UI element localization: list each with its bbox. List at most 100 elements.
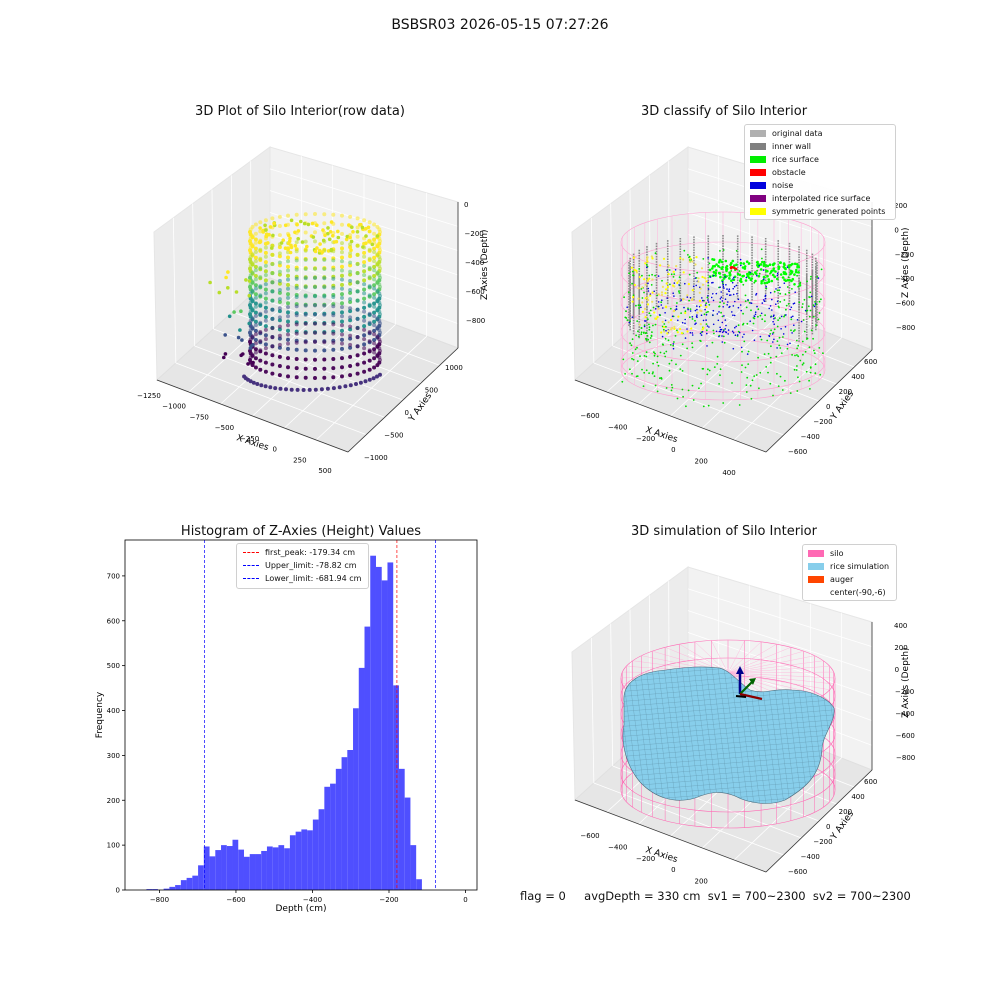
- data-point: [263, 291, 268, 296]
- data-point: [348, 269, 353, 274]
- noise-point: [785, 314, 787, 316]
- noise-point: [732, 293, 735, 296]
- rice-surface-point: [651, 331, 653, 333]
- histogram-bar: [163, 888, 170, 890]
- noise-point: [691, 332, 694, 334]
- histogram-bar: [198, 865, 204, 890]
- noise-point: [775, 288, 777, 290]
- rice-surface-point: [645, 351, 648, 353]
- rice-surface-point: [772, 263, 775, 267]
- legend-label: interpolated rice surface: [772, 194, 871, 203]
- data-point: [286, 286, 290, 291]
- data-point: [331, 212, 336, 217]
- rice-surface-point: [680, 312, 682, 314]
- rice-surface-point: [708, 268, 712, 272]
- rice-surface-point: [770, 279, 774, 283]
- data-point: [348, 327, 353, 332]
- data-point: [362, 218, 367, 223]
- tick-label: −400: [895, 710, 914, 718]
- symmetric-point: [667, 273, 670, 276]
- data-point: [303, 239, 308, 244]
- symmetric-point: [672, 310, 675, 313]
- mesh-line: [716, 666, 738, 804]
- data-point: [286, 332, 290, 337]
- noise-point: [728, 288, 731, 290]
- data-point: [253, 314, 258, 318]
- histogram-bar: [284, 848, 290, 890]
- data-point: [277, 233, 282, 238]
- tick-label: −800: [896, 324, 915, 332]
- symmetric-point: [689, 257, 692, 260]
- raw-z-tick-labels: 0−200−400−600−800: [464, 201, 485, 325]
- noise-point: [672, 347, 675, 350]
- rice-surface-point: [686, 347, 688, 350]
- data-point: [299, 219, 303, 224]
- rice-surface-point: [745, 391, 748, 393]
- rice-surface-point: [783, 299, 786, 301]
- rice-surface-point: [741, 350, 743, 353]
- noise-point: [734, 334, 737, 336]
- tick-label: 0: [671, 446, 675, 454]
- data-point: [266, 241, 270, 245]
- data-point: [294, 357, 299, 361]
- data-point: [362, 305, 367, 310]
- rice-surface-point: [796, 390, 799, 392]
- data-point: [355, 298, 360, 303]
- tick-label: −1250: [137, 392, 161, 400]
- symmetric-point: [682, 258, 685, 261]
- data-point: [348, 297, 353, 302]
- data-point: [303, 357, 308, 362]
- rice-surface-point: [795, 263, 799, 266]
- histogram-bar: [358, 667, 365, 890]
- rice-surface-point: [786, 278, 790, 282]
- data-point: [258, 266, 263, 270]
- rice-surface-point: [810, 275, 812, 278]
- symmetric-point: [644, 283, 647, 286]
- data-point: [258, 311, 263, 316]
- rice-surface-point: [776, 372, 778, 375]
- data-point: [253, 286, 258, 291]
- symmetric-point: [660, 291, 664, 294]
- data-point: [313, 230, 317, 235]
- histogram-bar: [398, 768, 405, 890]
- tick-label: 0: [272, 446, 276, 454]
- data-point: [303, 375, 308, 380]
- noise-point: [712, 314, 714, 316]
- data-point: [378, 372, 382, 377]
- data-point: [367, 284, 372, 289]
- rice-surface-point: [775, 355, 778, 358]
- data-point: [270, 280, 275, 285]
- rice-surface-point: [718, 383, 720, 385]
- data-point: [250, 316, 255, 321]
- data-point: [250, 288, 255, 293]
- rice-surface-point: [766, 274, 769, 278]
- symmetric-point: [641, 286, 644, 289]
- rice-surface-point: [742, 322, 745, 325]
- rice-surface-point: [819, 373, 822, 376]
- noise-point: [712, 323, 715, 326]
- rice-surface-point: [793, 283, 796, 286]
- data-point: [286, 337, 290, 342]
- data-point: [263, 218, 268, 223]
- rice-surface-point: [784, 279, 788, 283]
- data-point: [253, 365, 258, 370]
- rice-surface-point: [635, 304, 637, 307]
- noise-point: [753, 339, 756, 341]
- rice-surface-point: [687, 254, 689, 256]
- rice-surface-point: [725, 264, 729, 268]
- data-point: [313, 303, 317, 308]
- noise-point: [726, 288, 728, 290]
- noise-point: [694, 309, 697, 312]
- data-point: [348, 288, 353, 292]
- histogram-bar: [364, 626, 371, 890]
- noise-point: [724, 319, 727, 321]
- data-point: [263, 282, 268, 287]
- data-point: [293, 230, 297, 235]
- rice-surface-point: [717, 261, 721, 264]
- legend-entry: rice surface: [750, 153, 895, 166]
- data-point: [340, 292, 344, 297]
- histogram-bar: [393, 685, 399, 890]
- data-point: [340, 277, 344, 282]
- data-point: [294, 322, 299, 327]
- noise-point: [691, 316, 694, 318]
